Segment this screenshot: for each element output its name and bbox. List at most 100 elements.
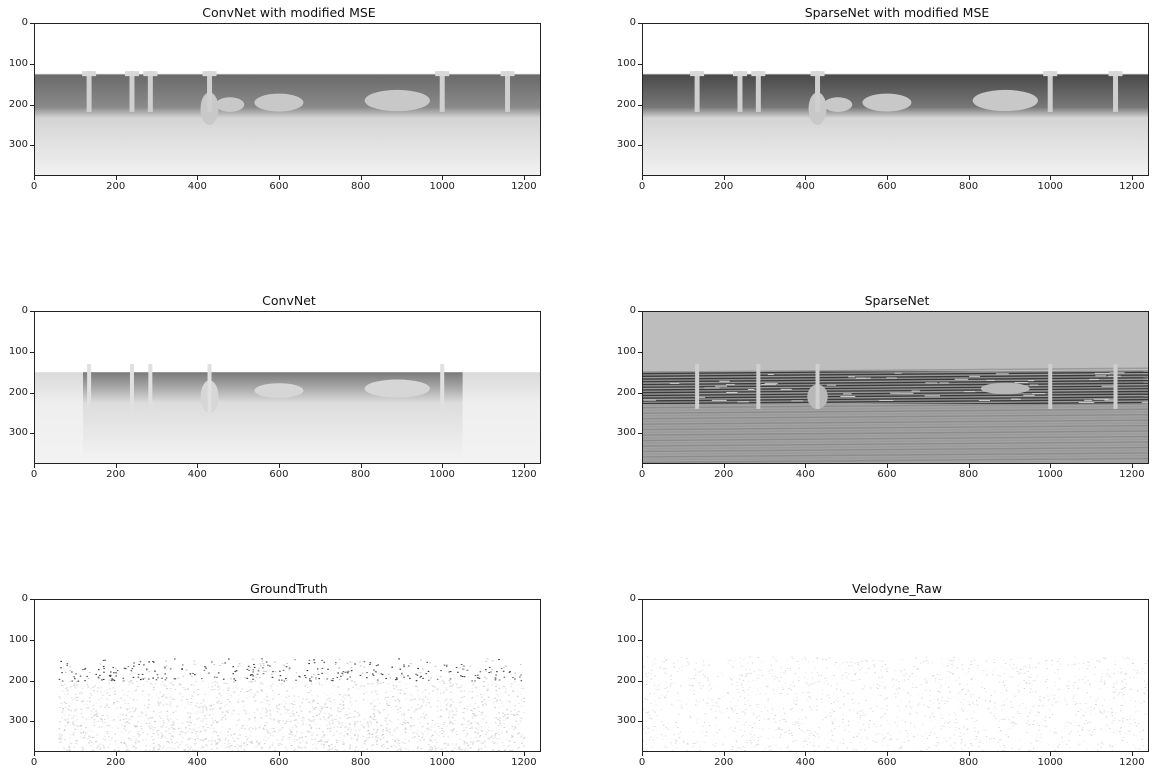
y-tick-mark (30, 104, 34, 106)
panel-title-convnet: ConvNet (262, 293, 316, 308)
x-tick-mark (723, 176, 725, 180)
panel-title-sparsenet-mse: SparseNet with modified MSE (804, 5, 990, 20)
y-tick-label: 300 (8, 715, 28, 727)
x-tick-label: 600 (877, 469, 897, 480)
x-tick-label: 1200 (1119, 469, 1145, 480)
y-tick-mark (30, 599, 34, 600)
y-tick-label: 100 (8, 57, 28, 69)
x-tick-mark (360, 464, 362, 468)
x-tick-mark (805, 752, 807, 756)
y-tick-mark (30, 23, 34, 24)
x-tick-mark (115, 752, 117, 756)
x-tick-mark (523, 464, 525, 468)
x-tick-label: 400 (795, 181, 815, 192)
x-tick-mark (1050, 752, 1052, 756)
x-tick-mark (968, 464, 970, 468)
x-tick-label: 1000 (1037, 181, 1063, 192)
x-tick-mark (886, 752, 888, 756)
x-tick-label: 1200 (511, 181, 537, 192)
y-tick-mark (638, 433, 642, 435)
x-tick-label: 600 (269, 757, 289, 768)
x-tick-label: 800 (351, 469, 371, 480)
y-tick-mark (638, 63, 642, 65)
x-tick-label: 200 (714, 469, 734, 480)
x-tick-label: 1000 (1037, 757, 1063, 768)
x-tick-label: 600 (269, 181, 289, 192)
y-tick-mark (30, 433, 34, 435)
y-tick-label: 100 (8, 345, 28, 357)
x-tick-label: 0 (30, 181, 38, 192)
panel-image-sparsenet-mse (642, 23, 1149, 176)
y-tick-mark (30, 63, 34, 65)
y-tick-label: 200 (616, 98, 636, 110)
y-tick-mark (30, 311, 34, 312)
y-tick-mark (638, 599, 642, 600)
y-tick-mark (638, 680, 642, 682)
x-tick-mark (278, 752, 280, 756)
x-tick-mark (360, 176, 362, 180)
y-tick-label: 300 (616, 427, 636, 439)
panel-title-convnet-mse: ConvNet with modified MSE (202, 5, 376, 20)
x-tick-label: 0 (638, 757, 646, 768)
x-tick-mark (1050, 176, 1052, 180)
x-tick-mark (642, 464, 643, 468)
x-tick-label: 400 (795, 757, 815, 768)
y-tick-mark (638, 311, 642, 312)
y-tick-label: 200 (8, 674, 28, 686)
x-tick-mark (886, 176, 888, 180)
x-tick-label: 800 (351, 757, 371, 768)
y-tick-mark (30, 145, 34, 147)
x-tick-mark (886, 464, 888, 468)
x-tick-label: 800 (959, 469, 979, 480)
x-tick-label: 400 (795, 469, 815, 480)
y-tick-label: 100 (616, 57, 636, 69)
x-tick-label: 400 (187, 181, 207, 192)
panel-image-convnet (34, 311, 541, 464)
y-tick-label: 100 (8, 633, 28, 645)
x-tick-mark (115, 464, 117, 468)
x-tick-label: 200 (714, 757, 734, 768)
y-tick-label: 0 (21, 305, 28, 316)
x-tick-mark (723, 752, 725, 756)
x-tick-mark (642, 752, 643, 756)
x-tick-mark (278, 176, 280, 180)
y-tick-mark (638, 23, 642, 24)
y-tick-label: 300 (8, 139, 28, 151)
x-tick-mark (278, 464, 280, 468)
x-tick-label: 1000 (429, 181, 455, 192)
x-tick-label: 600 (877, 181, 897, 192)
x-tick-mark (1131, 752, 1133, 756)
y-tick-mark (30, 680, 34, 682)
y-tick-label: 100 (616, 633, 636, 645)
y-tick-label: 200 (616, 674, 636, 686)
x-tick-label: 1000 (429, 469, 455, 480)
panel-title-velodyne-raw: Velodyne_Raw (852, 581, 942, 596)
x-tick-mark (442, 176, 444, 180)
y-tick-mark (30, 639, 34, 641)
y-tick-label: 0 (629, 17, 636, 28)
x-tick-label: 0 (638, 469, 646, 480)
x-tick-label: 600 (877, 757, 897, 768)
y-tick-label: 0 (629, 593, 636, 604)
x-tick-label: 600 (269, 469, 289, 480)
panel-image-groundtruth (34, 599, 541, 752)
y-tick-label: 200 (616, 386, 636, 398)
x-tick-mark (968, 752, 970, 756)
x-tick-mark (115, 176, 117, 180)
x-tick-label: 200 (106, 181, 126, 192)
y-tick-label: 300 (616, 715, 636, 727)
x-tick-mark (642, 176, 643, 180)
y-tick-mark (638, 392, 642, 394)
x-tick-label: 1200 (1119, 757, 1145, 768)
x-tick-label: 200 (714, 181, 734, 192)
x-tick-label: 1000 (1037, 469, 1063, 480)
y-tick-mark (30, 721, 34, 723)
x-tick-mark (197, 464, 199, 468)
x-tick-mark (34, 176, 35, 180)
y-tick-label: 0 (629, 305, 636, 316)
x-tick-label: 800 (959, 757, 979, 768)
x-tick-mark (360, 752, 362, 756)
y-tick-label: 300 (616, 139, 636, 151)
y-tick-mark (638, 145, 642, 147)
